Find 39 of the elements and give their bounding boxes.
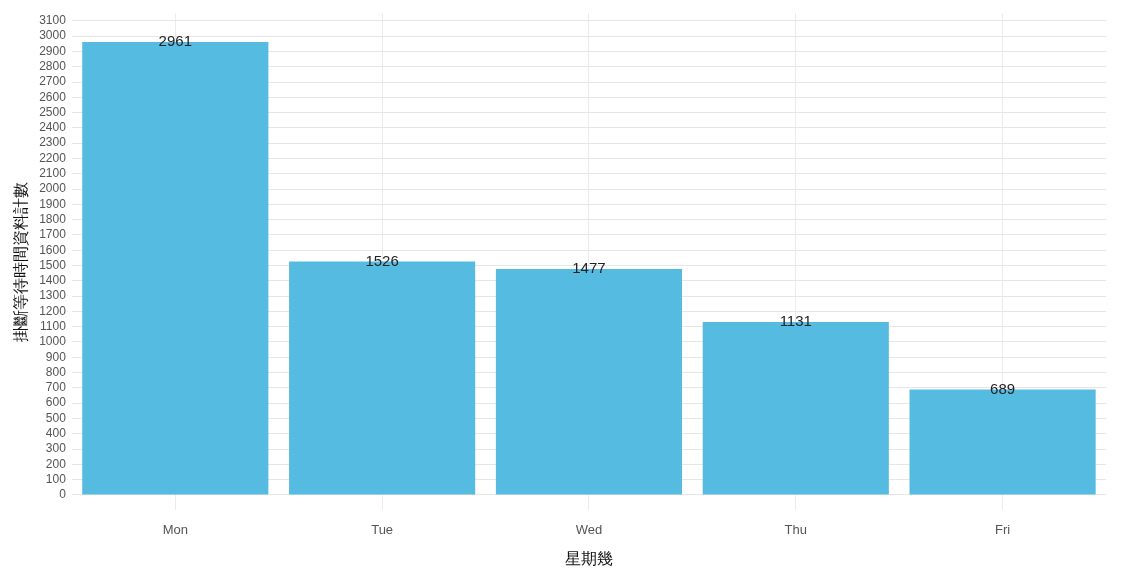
x-tick-label: Mon (162, 521, 188, 537)
y-tick-label: 1100 (40, 319, 67, 333)
y-tick-label: 3000 (39, 28, 67, 43)
y-tick-label: 1400 (39, 273, 67, 288)
y-tick-label: 1200 (39, 303, 67, 318)
y-tick-label: 800 (45, 364, 67, 379)
y-tick-label: 400 (45, 426, 67, 441)
y-tick-label: 1900 (39, 196, 67, 211)
y-tick-label: 2900 (39, 43, 67, 58)
y-tick-label: 2500 (39, 104, 67, 119)
y-tick-label: 100 (45, 471, 67, 486)
y-tick-label: 500 (45, 410, 67, 425)
y-tick-label: 2700 (39, 74, 67, 89)
y-tick-label: 2300 (39, 135, 67, 150)
y-tick-label: 2400 (39, 120, 67, 135)
y-axis-title: 掛斷等待時間資料計數 (12, 181, 30, 342)
y-tick-label: 1700 (39, 227, 67, 242)
y-tick-label: 2100 (39, 166, 67, 181)
y-tick-label: 300 (45, 441, 67, 456)
x-tick-label: Tue (371, 521, 394, 537)
y-tick-label: 1600 (39, 242, 67, 257)
x-tick-label: Thu (784, 521, 807, 537)
y-tick-label: 3100 (39, 13, 67, 28)
y-tick-label: 2800 (39, 59, 67, 74)
y-tick-label: 0 (59, 487, 67, 502)
y-tick-label: 200 (45, 456, 67, 471)
x-axis-title: 星期幾 (564, 549, 613, 567)
y-tick-label: 1300 (39, 288, 67, 303)
y-tick-label: 2600 (39, 89, 67, 104)
x-tick-label: Wed (575, 521, 603, 537)
y-tick-label: 1800 (39, 211, 67, 226)
y-tick-label: 1500 (39, 257, 67, 272)
y-tick-label: 2200 (39, 150, 67, 165)
y-tick-label: 700 (45, 380, 67, 395)
y-tick-label: 2000 (39, 181, 67, 196)
x-tick-label: Fri (995, 521, 1011, 537)
y-tick-label: 1000 (39, 334, 67, 349)
y-tick-label: 600 (45, 395, 67, 410)
y-tick-label: 900 (45, 349, 67, 364)
